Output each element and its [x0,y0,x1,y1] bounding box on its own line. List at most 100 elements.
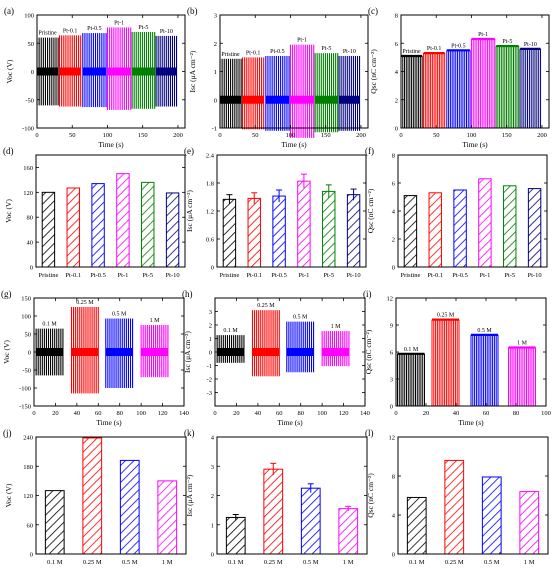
x-tick-label: 120 [339,410,349,417]
x-tick-label: 80 [513,410,520,417]
y-tick-label: -50 [22,368,31,375]
bar-3 [91,183,105,268]
y-tick-label: 50 [28,41,35,48]
y-tick-label: 4 [392,513,396,520]
category-label: Pt-1 [298,272,309,279]
category-label: Pt-0.1 [65,272,81,279]
y-tick-label: 60 [27,522,34,529]
y-tick-label: 2 [392,237,395,244]
signal-baseline [217,348,244,356]
x-tick-label: 0 [394,410,397,417]
signal-series-1: Pristine [36,31,59,106]
y-tick-label: 120 [23,493,33,500]
chart-panel-k: (k) 0.1 M 0.25 M 0.5 M 1 M 0 1 2 3 4 Isc (μA cm⁻²) [184,428,368,566]
plateau-series-3: 0.5 M [470,328,499,406]
chart-panel-h: (h) 0.1 M 0.25 M 0.5 M 1 M -3 -2 -1 0 1 2 3 0 20 40 60 8… [182,289,370,427]
bar-5 [141,181,155,268]
signal-series-4: 1 M [321,324,350,367]
y-tick-label: 0 [28,350,31,357]
signal-label-2: 0.25 M [257,303,275,309]
signal-baseline [107,67,131,76]
category-label: Pristine [38,272,58,279]
x-tick-label: 200 [356,132,366,139]
y-axis-label: Voc (V) [2,340,11,364]
y-tick-label: -100 [22,126,34,133]
y-tick-label: 0 [395,126,398,133]
bar-4 [116,173,130,268]
signal-baseline [59,67,81,76]
bar-4 [478,178,492,268]
signal-baseline [265,95,290,104]
panel-label-j: (j) [3,428,12,438]
plateau-series-6: Pt-10 [519,42,542,128]
y-tick-label: 2 [211,493,214,500]
plateau-label-4: 1 M [517,341,528,347]
y-tick-label: 0 [30,265,33,272]
x-tick-label: 200 [537,132,547,139]
signal-series-2: Pt-0.1 [59,28,82,107]
x-axis-label: Time (s) [277,418,303,427]
bar-1 [225,516,246,555]
bar-3 [300,487,321,555]
signal-label-4: 1 M [150,318,161,324]
bar-2 [428,192,442,268]
category-label: Pt-5 [323,272,334,279]
x-tick-label: 0 [32,410,35,417]
chart-panel-b: (b)Pristine Pt-0.1 Pt-0.5Pt-1Pt-5 Pt-10-101… [187,6,369,149]
signal-series-3: 0.5 M [105,312,134,388]
y-tick-label: 100 [24,13,34,20]
signal-series-4: 1 M [140,318,169,378]
x-tick-label: 40 [255,410,262,417]
signal-series-5: Pt-5 [131,25,156,109]
y-tick-label: 2.4 [206,153,215,160]
x-axis-label: Time (s) [281,140,307,149]
y-axis-label: Isc (μA cm⁻²) [185,474,194,516]
plateau-series-4: 1 M [508,341,536,406]
y-tick-label: 4 [392,209,396,216]
category-label: 0.25 M [445,559,464,566]
axes-frame [216,154,367,268]
bar-5 [322,190,336,268]
y-tick-label: 4 [395,69,399,76]
bar-4 [338,508,359,555]
panel-label-k: (k) [184,428,195,438]
category-label: Pristine [219,272,239,279]
signal-baseline [290,95,314,104]
x-tick-label: 50 [69,132,76,139]
y-tick-label: 3 [211,464,214,471]
y-tick-label: -50 [25,97,34,104]
y-tick-label: 0 [211,265,214,272]
signal-series-4: Pt-1 [106,20,132,110]
signal-label-6: Pt-10 [343,49,356,55]
x-tick-label: 0 [218,132,221,139]
signal-series-1: Pristine [219,52,242,128]
chart-panel-f: (f) Pristine Pt-0.1 Pt-0.5 Pt-1 Pt-5 Pt-10 0 2 4 6… [365,146,548,279]
y-tick-label: 160 [23,165,33,172]
signal-label-1: Pristine [38,31,57,37]
y-tick-label: 8 [392,153,395,160]
category-label: Pt-0.5 [452,272,468,279]
category-label: Pt-0.5 [271,272,287,279]
signal-baseline [132,67,155,76]
y-tick-label: 9 [390,323,393,330]
chart-panel-j: (j) 0.1 M 0.25 M 0.5 M 1 M 0 60 120 180 240 Voc (V… [3,428,187,566]
category-label: Pt-0.1 [427,272,443,279]
y-tick-label: 180 [23,464,33,471]
signal-label-1: Pristine [221,52,240,58]
signal-label-1: 0.1 M [42,322,57,328]
signal-label-2: Pt-0.1 [63,28,78,34]
plateau-series-2: 0.25 M [431,313,460,406]
y-tick-label: 0 [214,97,217,104]
x-tick-label: 80 [116,410,123,417]
x-tick-label: 40 [74,410,81,417]
signal-baseline [315,95,338,104]
x-tick-label: 140 [179,410,189,417]
category-label: Pt-10 [347,272,361,279]
signal-series-6: Pt-10 [155,29,178,107]
y-tick-label: 4 [211,435,215,442]
y-tick-label: 0 [392,265,395,272]
x-tick-label: 20 [233,410,240,417]
plateau-series-3: Pt-0.5 [446,43,471,128]
bar-1 [406,496,427,555]
